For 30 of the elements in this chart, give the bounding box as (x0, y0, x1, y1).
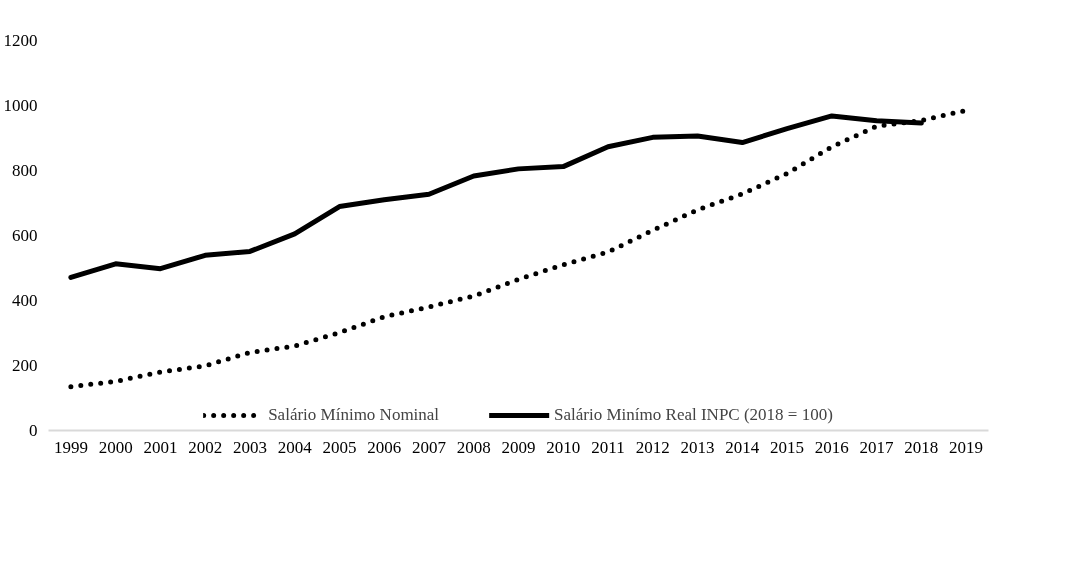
y-tick-label: 600 (12, 226, 38, 245)
x-tick-label: 2010 (546, 437, 581, 457)
x-tick-label: 2016 (814, 437, 849, 457)
y-tick-label: 800 (12, 161, 38, 180)
x-tick-label: 2015 (770, 437, 805, 457)
y-tick-label: 0 (29, 421, 38, 440)
x-tick-label: 1999 (53, 437, 88, 457)
y-tick-label: 1200 (3, 31, 38, 50)
x-tick-label: 2006 (367, 437, 402, 457)
x-tick-label: 2012 (635, 437, 670, 457)
y-tick-label: 200 (12, 356, 38, 375)
x-tick-label: 2013 (680, 437, 715, 457)
x-tick-label: 2011 (591, 437, 625, 457)
x-tick-label: 2008 (456, 437, 491, 457)
x-tick-label: 2009 (501, 437, 536, 457)
x-tick-label: 2018 (904, 437, 939, 457)
legend-label: Salário Mínimo Nominal (268, 405, 440, 425)
x-tick-label: 2007 (411, 437, 447, 457)
x-tick-label: 2014 (725, 437, 760, 457)
x-tick-label: 2003 (232, 437, 267, 457)
y-tick-label: 1000 (3, 96, 38, 115)
x-tick-label: 2001 (143, 437, 178, 457)
x-tick-label: 2019 (949, 437, 984, 457)
x-tick-label: 2017 (859, 437, 895, 457)
x-tick-label: 2004 (277, 437, 313, 457)
legend-label: Salário Minímo Real INPC (2018 = 100) (554, 405, 833, 425)
x-tick-label: 2005 (322, 437, 357, 457)
x-tick-label: 2002 (188, 437, 223, 457)
y-tick-label: 400 (12, 291, 38, 310)
x-tick-label: 2000 (98, 437, 133, 457)
